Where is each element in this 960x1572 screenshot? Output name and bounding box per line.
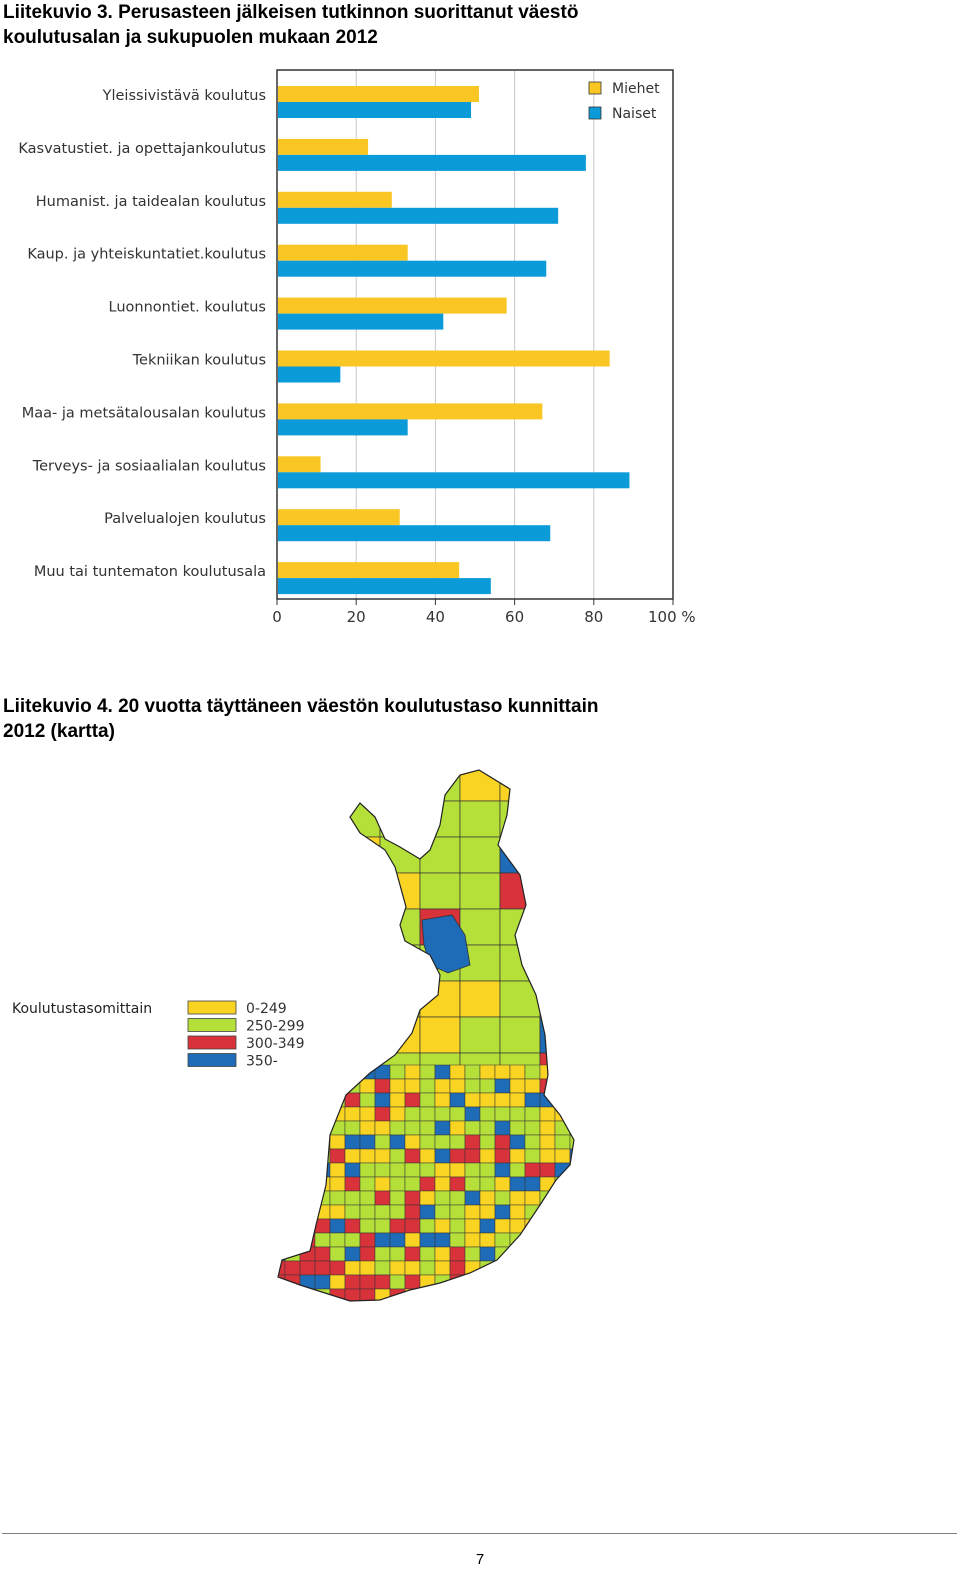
category-label: Palvelualojen koulutus bbox=[104, 511, 266, 527]
map-legend-title: Koulutustasomittain bbox=[12, 1001, 152, 1017]
category-label: Kaup. ja yhteiskuntatiet.koulutus bbox=[27, 247, 266, 263]
map-legend-swatch bbox=[187, 1018, 237, 1032]
x-tick-label: 100 % bbox=[648, 608, 696, 626]
bar-naiset bbox=[278, 472, 630, 489]
category-label: Tekniikan koulutus bbox=[132, 353, 266, 369]
category-label: Yleissivistävä koulutus bbox=[102, 88, 266, 104]
map-legend-label: 350- bbox=[246, 1054, 278, 1070]
finland-outline bbox=[277, 769, 575, 1302]
bar-naiset bbox=[278, 313, 444, 330]
map-legend-swatch bbox=[187, 1035, 237, 1050]
figure3-caption-line2: koulutusalan ja sukupuolen mukaan 2012 bbox=[3, 27, 378, 48]
finland-map-shape bbox=[277, 769, 575, 1302]
category-label: Muu tai tuntematon koulutusala bbox=[34, 564, 266, 580]
bar-miehet bbox=[278, 403, 543, 420]
bar-naiset bbox=[278, 578, 491, 595]
bar-miehet bbox=[278, 562, 460, 579]
bar-miehet bbox=[278, 456, 321, 473]
figure4-caption-line2: 2012 (kartta) bbox=[3, 721, 115, 742]
bar-naiset bbox=[278, 207, 559, 224]
map-legend-label: 250-299 bbox=[246, 1019, 305, 1035]
bar-naiset bbox=[278, 154, 586, 171]
footer-divider bbox=[2, 1533, 957, 1534]
education-field-bar-chart: Yleissivistävä koulutus Kasvatustiet. ja … bbox=[18, 69, 696, 626]
legend-label-miehet: Miehet bbox=[612, 81, 660, 97]
figure3-caption-line1: Liitekuvio 3. Perusasteen jälkeisen tutk… bbox=[3, 2, 579, 23]
municipality-tiles bbox=[278, 770, 574, 1301]
bar-miehet bbox=[278, 191, 392, 208]
map-legend-swatch bbox=[187, 1053, 237, 1067]
bar-miehet bbox=[278, 244, 408, 261]
bar-naiset bbox=[278, 260, 547, 277]
bar-miehet bbox=[278, 138, 369, 155]
legend-swatch-miehet bbox=[588, 81, 602, 95]
bar-naiset bbox=[278, 525, 551, 542]
figure4-caption-line1: Liitekuvio 4. 20 vuotta täyttäneen väest… bbox=[3, 696, 599, 717]
x-tick-label: 0 bbox=[272, 608, 282, 626]
x-tick-label: 20 bbox=[347, 608, 366, 626]
map-legend-label: 300-349 bbox=[246, 1036, 305, 1052]
figure3-caption: Liitekuvio 3. Perusasteen jälkeisen tutk… bbox=[3, 0, 578, 50]
category-label: Terveys- ja sosiaalialan koulutus bbox=[32, 458, 266, 474]
category-label: Humanist. ja taidealan koulutus bbox=[36, 194, 266, 210]
legend-swatch-naiset bbox=[588, 106, 602, 120]
bar-miehet bbox=[278, 350, 610, 367]
map-legend-swatch bbox=[187, 1000, 237, 1015]
bar-miehet bbox=[278, 297, 507, 314]
category-label: Maa- ja metsätalousalan koulutus bbox=[22, 405, 266, 421]
x-tick-label: 80 bbox=[584, 608, 603, 626]
bar-miehet bbox=[278, 509, 400, 526]
map-legend-label: 0-249 bbox=[246, 1001, 287, 1017]
page-number: 7 bbox=[475, 1551, 485, 1568]
figure4-caption: Liitekuvio 4. 20 vuotta täyttäneen väest… bbox=[3, 694, 598, 744]
x-tick-label: 60 bbox=[505, 608, 524, 626]
plot-frame bbox=[276, 69, 674, 600]
category-label: Kasvatustiet. ja opettajankoulutus bbox=[18, 141, 266, 157]
bar-naiset bbox=[278, 366, 341, 383]
bar-miehet bbox=[278, 86, 479, 102]
bar-naiset bbox=[278, 102, 472, 118]
legend-label-naiset: Naiset bbox=[612, 106, 657, 122]
bar-naiset bbox=[278, 419, 408, 436]
category-label: Luonnontiet. koulutus bbox=[109, 300, 266, 316]
x-tick-label: 40 bbox=[426, 608, 445, 626]
